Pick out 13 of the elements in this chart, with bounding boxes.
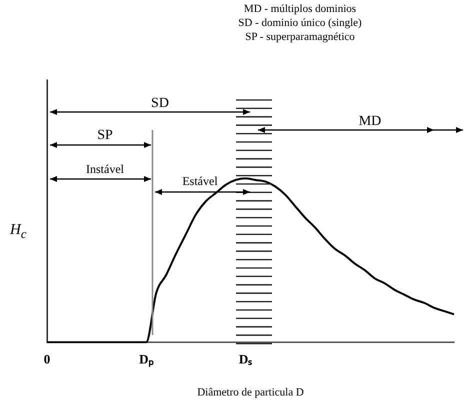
x-tick-label: Dₛ (238, 351, 252, 366)
x-axis-title: Diâmetro de particula D (197, 386, 304, 398)
text: SP - superparamagnético (245, 31, 355, 44)
text: SD - dominio único (single) (238, 17, 362, 30)
text: Instável (86, 162, 124, 176)
y-axis-title: H$_{c}$ (10, 222, 26, 242)
text: SP (97, 128, 113, 144)
x-tick-label: Dₚ (139, 351, 154, 368)
text: SD (151, 96, 169, 112)
annotation: Estável (182, 174, 218, 188)
text: MD - múltiplos dominios (244, 3, 356, 16)
x-tick-label: 0 (44, 351, 50, 366)
text: MD (358, 114, 382, 130)
